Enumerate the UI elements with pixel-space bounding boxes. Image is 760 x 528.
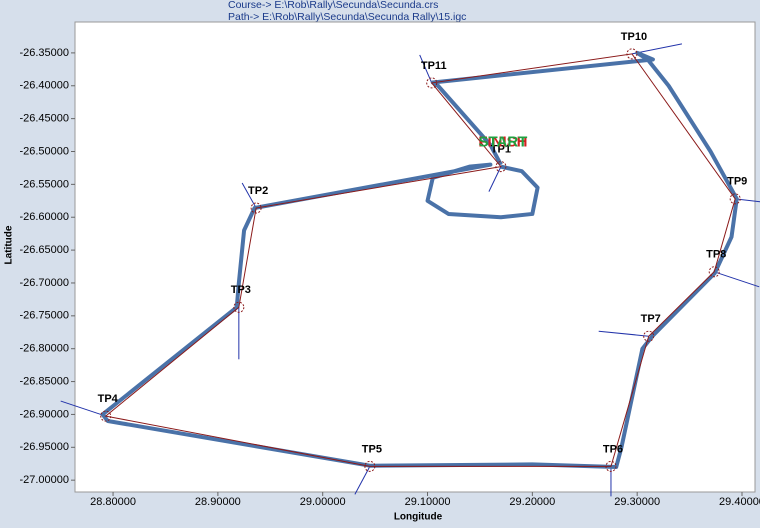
y-tick-label: -26.75000 <box>19 310 69 322</box>
sector-line <box>735 198 760 203</box>
x-axis-label: Longitude <box>394 512 443 523</box>
sector-line <box>241 182 257 209</box>
turnpoint <box>605 460 617 472</box>
turnpoint-label: TP1 <box>491 144 511 156</box>
y-tick-label: -26.70000 <box>19 277 69 289</box>
sector-line <box>714 271 760 288</box>
start-finish-label: FINISH <box>478 134 527 151</box>
turnpoint <box>708 266 720 278</box>
y-tick-label: -26.90000 <box>19 408 69 420</box>
turnpoint-label: TP4 <box>98 393 119 405</box>
turnpoint <box>729 193 741 205</box>
track-path: Path-> E:\Rob\Rally\Secunda\Secunda Rall… <box>228 11 466 23</box>
sector-line <box>354 466 371 495</box>
course-path: Course-> E:\Rob\Rally\Secunda\Secunda.cr… <box>228 0 438 11</box>
turnpoint-label: TP3 <box>231 284 251 296</box>
y-tick-label: -26.45000 <box>19 113 69 125</box>
turnpoint <box>643 330 655 342</box>
turnpoint-label: TP5 <box>362 443 382 455</box>
x-tick-label: 28.90000 <box>195 496 241 508</box>
y-tick-label: -26.40000 <box>19 80 69 92</box>
turnpoint <box>426 77 438 89</box>
y-tick-label: -26.55000 <box>19 178 69 190</box>
start-finish-label: START <box>478 134 527 151</box>
y-tick-label: -26.85000 <box>19 375 69 387</box>
plot-area <box>74 21 756 493</box>
sector-line <box>419 54 433 84</box>
course <box>104 53 736 467</box>
y-axis-label: Latitude <box>4 225 15 264</box>
y-tick-label: -27.00000 <box>19 474 69 486</box>
x-tick-label: 29.20000 <box>509 496 555 508</box>
track <box>100 50 739 470</box>
turnpoint <box>100 410 112 422</box>
sector-line <box>598 330 649 337</box>
y-tick-label: -26.60000 <box>19 211 69 223</box>
y-tick-label: -26.50000 <box>19 145 69 157</box>
turnpoint <box>626 48 638 60</box>
turnpoint-label: TP8 <box>706 249 726 261</box>
y-tick-label: -26.65000 <box>19 244 69 256</box>
turnpoint-label: TP10 <box>621 31 647 43</box>
turnpoint <box>250 202 262 214</box>
y-tick-label: -26.35000 <box>19 47 69 59</box>
x-tick-label: 29.10000 <box>405 496 451 508</box>
x-tick-label: 29.40000 <box>719 496 760 508</box>
turnpoint-label: TP2 <box>248 185 268 197</box>
x-tick-label: 28.80000 <box>90 496 136 508</box>
x-tick-label: 29.30000 <box>614 496 660 508</box>
sector-line <box>488 166 502 192</box>
y-tick-label: -26.80000 <box>19 343 69 355</box>
turnpoint <box>364 460 376 472</box>
turnpoint-label: TP9 <box>727 176 747 188</box>
x-tick-label: 29.00000 <box>300 496 346 508</box>
turnpoint-label: TP6 <box>603 443 623 455</box>
y-tick-label: -26.95000 <box>19 441 69 453</box>
turnpoint <box>233 301 245 313</box>
sector-line <box>60 400 106 417</box>
turnpoint-label: TP7 <box>641 313 661 325</box>
turnpoint <box>495 161 507 173</box>
turnpoint-label: TP11 <box>421 60 447 72</box>
